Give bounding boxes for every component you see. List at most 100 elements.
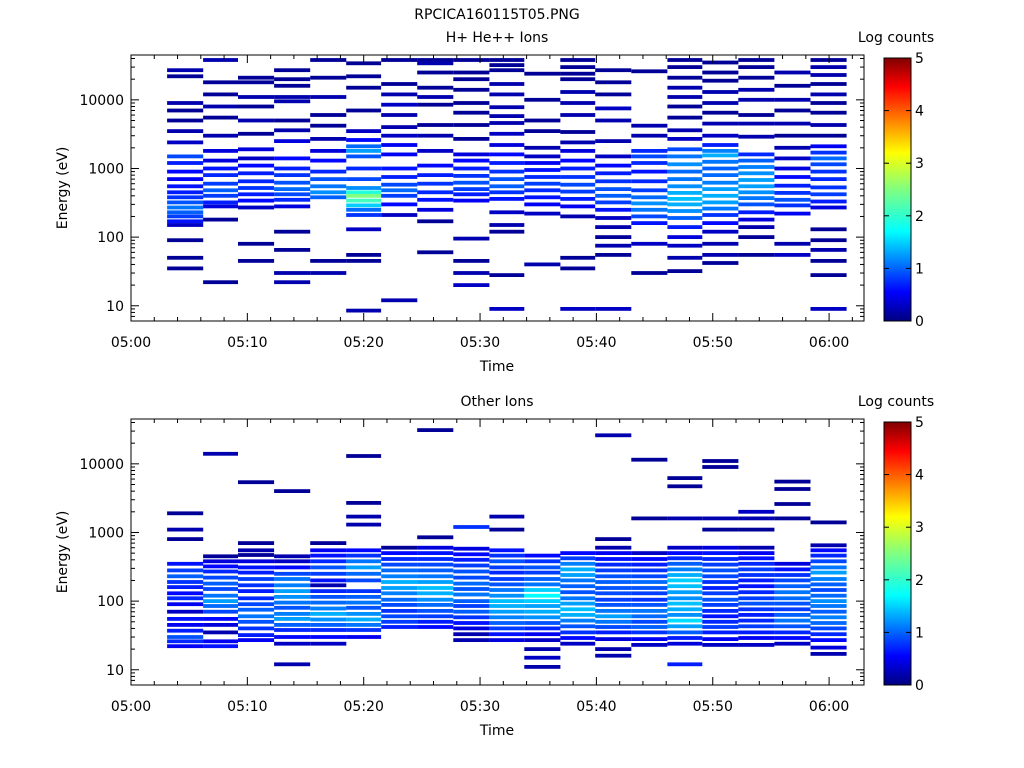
heatmap-cell: [417, 197, 454, 202]
heatmap-cell: [203, 115, 238, 120]
heatmap-cell: [810, 185, 847, 190]
heatmap-cell: [453, 615, 490, 620]
heatmap-cell: [774, 487, 811, 491]
heatmap-cell: [667, 584, 703, 589]
heatmap-cell: [346, 623, 382, 627]
heatmap-cell: [417, 545, 454, 550]
heatmap-cell: [595, 225, 632, 229]
heatmap-cell: [346, 559, 382, 564]
heatmap-cell: [631, 154, 668, 159]
heatmap-cell: [702, 551, 739, 555]
heatmap-cell: [810, 162, 847, 167]
heatmap-cell: [346, 207, 382, 212]
heatmap-cell: [238, 259, 275, 263]
heatmap-cell: [810, 593, 847, 598]
heatmap-cell: [346, 635, 382, 639]
heatmap-cell: [560, 556, 596, 561]
heatmap-cell: [203, 644, 238, 649]
heatmap-cell: [489, 626, 525, 631]
heatmap-cell: [738, 225, 775, 229]
heatmap-cell: [346, 149, 382, 153]
heatmap-cell: [274, 192, 311, 197]
heatmap-cell: [489, 604, 525, 608]
heatmap-cell: [810, 123, 847, 127]
heatmap-cell: [524, 175, 561, 179]
heatmap-cell: [702, 625, 739, 629]
heatmap-cell: [238, 118, 275, 123]
heatmap-cell: [631, 630, 668, 635]
heatmap-cell: [560, 613, 596, 617]
heatmap-cell: [203, 173, 238, 177]
heatmap-cell: [631, 562, 668, 567]
heatmap-cell: [738, 596, 775, 601]
heatmap-cell: [489, 114, 525, 118]
heatmap-cell: [595, 243, 632, 248]
heatmap-cell: [738, 601, 775, 606]
heatmap-cell: [738, 551, 775, 555]
heatmap-cell: [631, 568, 668, 573]
panel-title: Other Ions: [460, 394, 533, 410]
heatmap-cell: [810, 559, 847, 564]
heatmap-cell: [631, 201, 668, 206]
heatmap-cell: [667, 630, 703, 635]
heatmap-cell: [167, 602, 204, 607]
heatmap-cell: [274, 617, 311, 621]
heatmap-cell: [417, 625, 454, 629]
heatmap-cell: [774, 618, 811, 623]
heatmap-cell: [631, 580, 668, 584]
heatmap-cell: [203, 617, 238, 621]
heatmap-cell: [595, 545, 632, 550]
heatmap-cell: [417, 102, 454, 107]
heatmap-cell: [346, 612, 382, 616]
heatmap-cell: [810, 621, 847, 625]
heatmap-cell: [274, 173, 311, 177]
heatmap-cell: [453, 166, 490, 171]
heatmap-cell: [810, 133, 847, 138]
heatmap-cell: [774, 613, 811, 617]
heatmap-cell: [417, 574, 454, 579]
heatmap-cell: [167, 561, 204, 566]
heatmap-cell: [167, 161, 204, 165]
heatmap-cell: [738, 190, 775, 195]
heatmap-cell: [274, 600, 311, 605]
heatmap-cell: [310, 137, 347, 141]
heatmap-cell: [203, 200, 238, 205]
heatmap-cell: [381, 213, 418, 217]
heatmap-cell: [774, 166, 811, 171]
heatmap-cell: [595, 235, 632, 239]
heatmap-cell: [560, 113, 596, 117]
heatmap-cell: [489, 599, 525, 603]
y-tick-label: 100: [97, 230, 124, 246]
heatmap-cell: [489, 131, 525, 136]
heatmap-cell: [595, 625, 632, 629]
heatmap-cell: [560, 573, 596, 577]
heatmap-cell: [667, 516, 703, 521]
heatmap-cell: [738, 97, 775, 102]
heatmap-cell: [381, 597, 418, 602]
heatmap-cell: [631, 195, 668, 200]
heatmap-cell: [167, 628, 204, 633]
heatmap-cell: [774, 601, 811, 606]
heatmap-cell: [274, 156, 311, 161]
heatmap-cell: [417, 597, 454, 602]
heatmap-cell: [702, 580, 739, 584]
heatmap-cell: [453, 592, 490, 597]
heatmap-cell: [524, 593, 561, 598]
heatmap-cell: [238, 80, 275, 85]
heatmap-cell: [667, 169, 703, 174]
heatmap-cell: [774, 241, 811, 246]
y-tick-label: 1000: [88, 525, 124, 541]
x-axis-label: Time: [479, 723, 514, 739]
heatmap-cell: [595, 603, 632, 607]
heatmap-cell: [203, 217, 238, 222]
heatmap-cell: [453, 77, 490, 82]
heatmap-cell: [453, 525, 490, 529]
heatmap-cell: [774, 590, 811, 595]
heatmap-cell: [453, 110, 490, 115]
heatmap-cell: [346, 595, 382, 599]
heatmap-cell: [453, 599, 490, 603]
heatmap-cell: [810, 177, 847, 181]
heatmap-cell: [203, 569, 238, 574]
heatmap-cell: [238, 205, 275, 210]
heatmap-cell: [667, 601, 703, 606]
